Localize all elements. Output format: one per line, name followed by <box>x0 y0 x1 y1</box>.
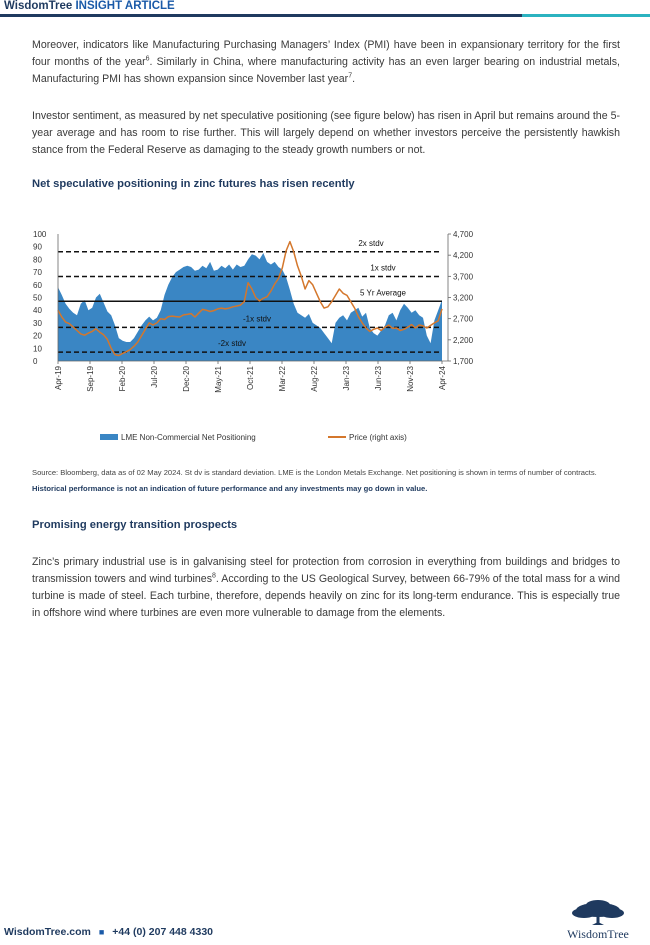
x-tick-12: Apr-24 <box>438 365 447 390</box>
header-title: WisdomTree INSIGHT ARTICLE <box>4 0 175 12</box>
positioning-chart: 2x stdv 1x stdv 5 Yr Average -1x stdv -2x st… <box>33 230 474 442</box>
y-left-tick-10: 100 <box>33 230 47 239</box>
series-net-positioning-area <box>58 253 442 361</box>
paragraph-sentiment: Investor sentiment, as measured by net s… <box>32 110 620 156</box>
y-left-tick-7: 70 <box>33 268 42 277</box>
wisdomtree-logo: WisdomTree <box>567 900 629 941</box>
x-tick-5: May-21 <box>214 365 223 392</box>
performance-disclaimer: Historical performance is not an indicat… <box>32 484 428 493</box>
x-tick-11: Nov-23 <box>406 365 415 391</box>
y-right-tick-6: 4,700 <box>453 230 474 239</box>
chart-heading: Net speculative positioning in zinc futu… <box>32 178 355 190</box>
footer-phone[interactable]: +44 (0) 207 448 4330 <box>112 926 214 938</box>
x-tick-8: Aug-22 <box>310 365 319 391</box>
paragraph-pmi: Moreover, indicators like Manufacturing … <box>32 39 620 85</box>
y-right-tick-1: 2,200 <box>453 336 474 345</box>
footer-separator: ■ <box>98 927 105 937</box>
reference-label-4: -2x stdv <box>218 339 246 348</box>
x-tick-0: Apr-19 <box>54 365 63 390</box>
section-heading-energy: Promising energy transition prospects <box>32 519 238 531</box>
legend-label-price: Price (right axis) <box>349 433 407 442</box>
x-tick-4: Dec-20 <box>182 365 191 391</box>
y-left-tick-3: 30 <box>33 319 42 328</box>
y-right-tick-3: 3,200 <box>453 294 474 303</box>
y-left-tick-6: 60 <box>33 281 42 290</box>
y-right-tick-2: 2,700 <box>453 315 474 324</box>
reference-label-1: 1x stdv <box>370 264 395 273</box>
y-left-tick-9: 90 <box>33 243 42 252</box>
reference-label-2: 5 Yr Average <box>360 288 407 297</box>
x-tick-9: Jan-23 <box>342 365 351 390</box>
legend-label-positioning: LME Non-Commercial Net Positioning <box>121 433 256 442</box>
x-tick-10: Jun-23 <box>374 365 383 390</box>
footnote-ref-6[interactable]: 6 <box>145 55 150 63</box>
y-right-tick-0: 1,700 <box>453 357 474 366</box>
x-tick-6: Oct-21 <box>246 365 255 390</box>
y-left-tick-0: 0 <box>33 357 38 366</box>
header-rule-teal <box>522 14 650 17</box>
header-brand: WisdomTree <box>4 0 73 12</box>
footer-site-link[interactable]: WisdomTree.com <box>4 926 91 938</box>
footnote-ref-8[interactable]: 8 <box>212 572 216 580</box>
y-left-tick-1: 10 <box>33 344 42 353</box>
paragraph-energy: Zinc’s primary industrial use is in galv… <box>32 556 620 619</box>
reference-label-3: -1x stdv <box>243 314 271 323</box>
y-left-tick-8: 80 <box>33 255 42 264</box>
x-tick-7: Mar-22 <box>278 365 287 391</box>
footnote-ref-7[interactable]: 7 <box>348 72 353 80</box>
y-left-tick-5: 50 <box>33 294 42 303</box>
x-tick-2: Feb-20 <box>118 365 127 391</box>
footer-contact: WisdomTree.com ■ +44 (0) 207 448 4330 <box>4 926 213 938</box>
chart-source-note: Source: Bloomberg, data as of 02 May 202… <box>32 468 597 493</box>
y-right-tick-4: 3,700 <box>453 272 474 281</box>
series-price-line <box>57 240 443 357</box>
x-tick-3: Jul-20 <box>150 365 159 387</box>
logo-wordmark: WisdomTree <box>567 927 629 941</box>
reference-label-0: 2x stdv <box>358 239 383 248</box>
legend-swatch-positioning <box>100 434 118 440</box>
x-tick-1: Sep-19 <box>86 365 95 391</box>
header-label: INSIGHT ARTICLE <box>75 0 175 12</box>
header-rule-dark <box>0 14 522 17</box>
y-left-tick-2: 20 <box>33 332 42 341</box>
y-right-tick-5: 4,200 <box>453 251 474 260</box>
y-left-tick-4: 40 <box>33 306 42 315</box>
